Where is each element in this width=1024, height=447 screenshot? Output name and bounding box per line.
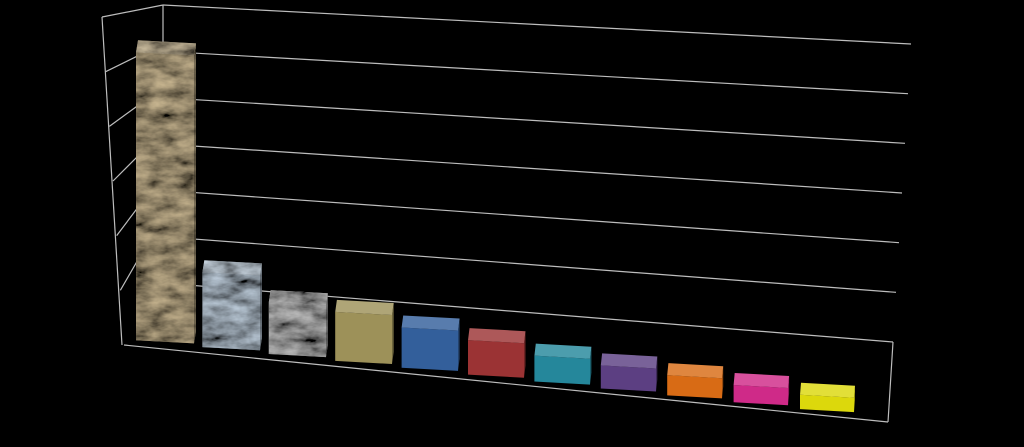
bar-side-face xyxy=(260,263,262,351)
gridline xyxy=(162,97,906,144)
bar-top-face xyxy=(667,363,724,379)
bar-top-face xyxy=(335,299,394,316)
gridline xyxy=(162,4,912,45)
bar-top-face xyxy=(733,372,790,388)
bar-side-face xyxy=(194,43,196,344)
bar-side-face xyxy=(458,318,460,371)
gridline xyxy=(162,189,900,244)
bar-front-face xyxy=(268,302,326,358)
bar-side-face xyxy=(722,366,724,399)
bar-front-face xyxy=(667,375,722,399)
bar-front-face xyxy=(600,365,656,392)
bar-top-face xyxy=(268,290,328,306)
bar xyxy=(136,40,196,344)
bar-top-face xyxy=(401,315,460,331)
bar-top-face xyxy=(202,260,262,276)
bar xyxy=(468,328,526,378)
floor-front-edge xyxy=(123,344,889,423)
bar-side-face xyxy=(788,375,790,406)
bar-side-face xyxy=(854,385,855,413)
bars xyxy=(136,40,855,413)
bar-front-face xyxy=(800,394,854,413)
bar xyxy=(401,315,460,371)
bar-side-face xyxy=(392,303,394,365)
bar xyxy=(335,299,394,365)
floor-right-edge xyxy=(887,341,894,423)
bar xyxy=(667,363,724,399)
gridline xyxy=(162,50,909,95)
bar-front-face xyxy=(136,52,194,344)
side-wall-front xyxy=(101,16,123,346)
bar-top-face xyxy=(600,353,658,369)
bar xyxy=(268,290,328,358)
bar-front-face xyxy=(401,327,458,371)
bar-front-face xyxy=(202,272,260,351)
gridline xyxy=(162,236,897,293)
side-wall-top xyxy=(101,4,164,18)
bar xyxy=(534,343,592,385)
bar-side-face xyxy=(656,356,658,392)
bar-side-face xyxy=(590,346,592,385)
bar-top-face xyxy=(800,382,855,398)
bar xyxy=(202,260,262,351)
bar xyxy=(733,372,790,406)
bar-front-face xyxy=(534,355,590,385)
bar-top-face xyxy=(468,328,526,344)
bar-side-face xyxy=(326,293,328,358)
gridline xyxy=(162,143,903,194)
bar xyxy=(800,382,855,413)
bar-top-face xyxy=(136,40,196,56)
bar-side-face xyxy=(524,331,526,378)
bar-front-face xyxy=(733,384,788,406)
bar-front-face xyxy=(335,311,392,365)
bar xyxy=(600,353,658,392)
bar-top-face xyxy=(534,343,592,359)
bar-front-face xyxy=(468,340,524,378)
